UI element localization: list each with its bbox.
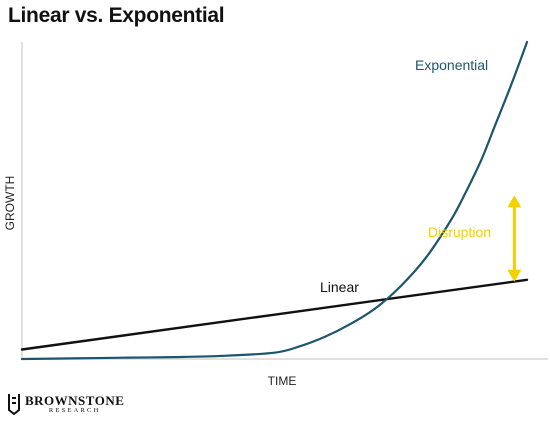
brownstone-logo-icon — [8, 394, 20, 416]
series-label-exponential: Exponential — [415, 57, 488, 73]
series-layer — [20, 40, 529, 361]
axes — [21, 42, 548, 360]
brand-subtitle: RESEARCH — [48, 406, 101, 414]
series-label-linear: Linear — [320, 279, 359, 295]
brand-logo: BROWNSTONE RESEARCH — [6, 392, 124, 416]
annotation-label-disruption: Disruption — [428, 224, 491, 240]
series-line-linear — [20, 278, 529, 351]
series-line-exponential — [20, 40, 529, 361]
chart-title: Linear vs. Exponential — [8, 4, 225, 27]
annotation-layer — [507, 195, 522, 282]
y-axis-label: GROWTH — [3, 176, 17, 231]
disruption-arrow — [507, 195, 522, 282]
brand-name: BROWNSTONE — [25, 392, 125, 408]
x-axis-label: TIME — [268, 374, 297, 388]
disruption-arrowhead-up — [507, 195, 522, 208]
disruption-arrowhead-down — [507, 269, 522, 282]
